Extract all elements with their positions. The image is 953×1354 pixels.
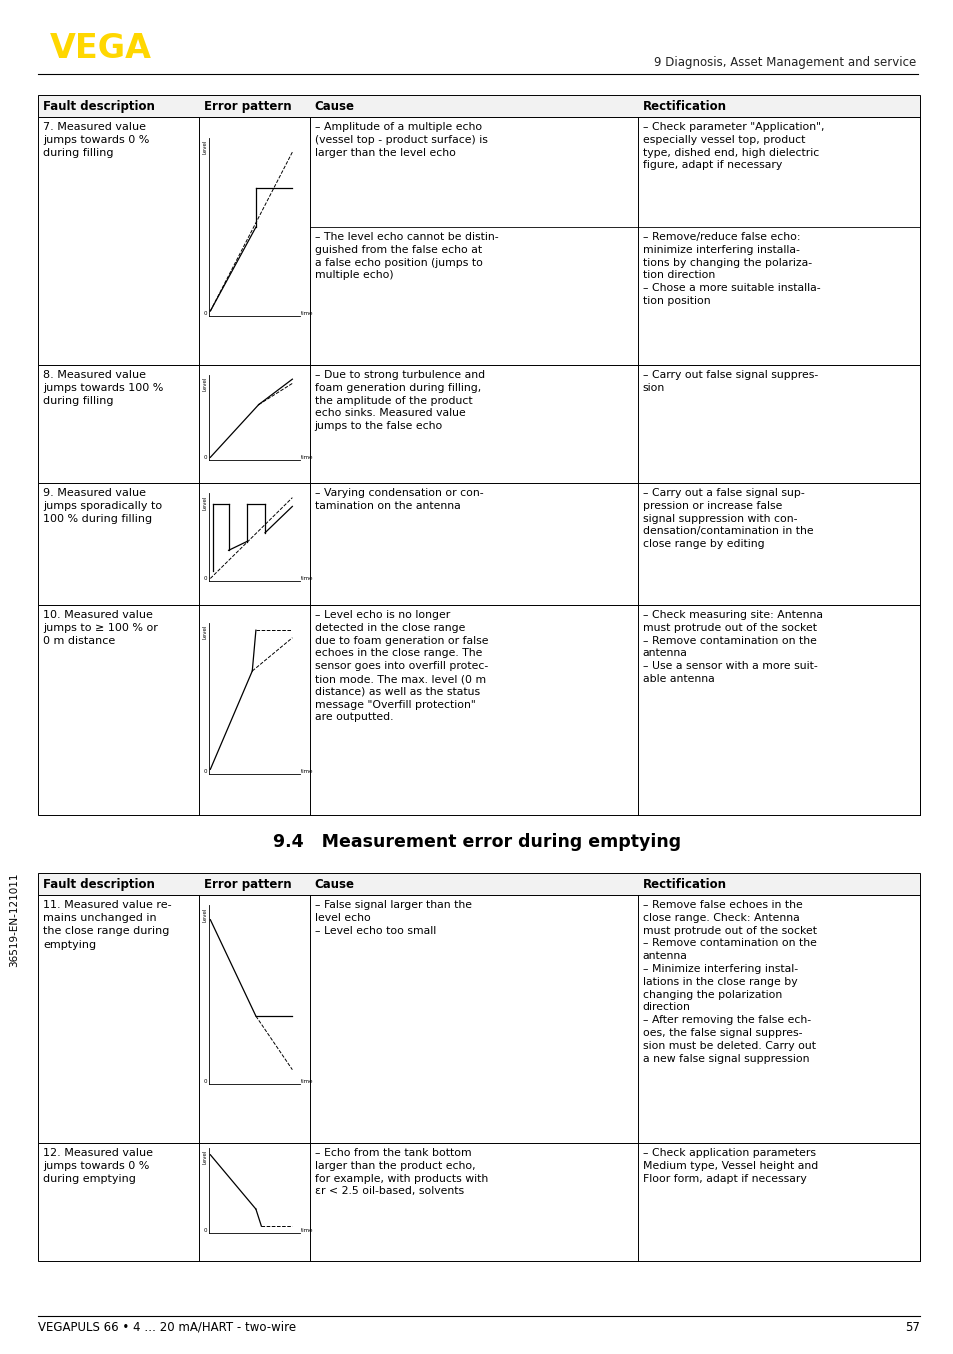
Text: – Carry out a false signal sup-
pression or increase false
signal suppression wi: – Carry out a false signal sup- pression… <box>642 487 813 550</box>
Text: VEGA: VEGA <box>50 32 152 65</box>
Text: time: time <box>300 311 313 317</box>
Text: Rectification: Rectification <box>642 877 726 891</box>
Text: VEGAPULS 66 • 4 … 20 mA/HART - two-wire: VEGAPULS 66 • 4 … 20 mA/HART - two-wire <box>38 1322 295 1334</box>
Text: Level: Level <box>202 376 208 391</box>
Text: 0: 0 <box>204 769 208 774</box>
Text: 9.4   Measurement error during emptying: 9.4 Measurement error during emptying <box>273 833 680 852</box>
Bar <box>38 116 919 366</box>
Bar <box>38 95 919 116</box>
Text: Level: Level <box>202 139 208 154</box>
Text: 0: 0 <box>204 1079 208 1085</box>
Text: 7. Measured value
jumps towards 0 %
during filling: 7. Measured value jumps towards 0 % duri… <box>43 122 150 158</box>
Text: Level: Level <box>202 907 208 922</box>
Text: time: time <box>300 1079 313 1085</box>
Text: Error pattern: Error pattern <box>203 877 291 891</box>
Text: Error pattern: Error pattern <box>203 100 291 112</box>
Text: – Check measuring site: Antenna
must protrude out of the socket
– Remove contami: – Check measuring site: Antenna must pro… <box>642 611 821 684</box>
Text: Cause: Cause <box>314 100 355 112</box>
Text: – Carry out false signal suppres-
sion: – Carry out false signal suppres- sion <box>642 370 817 393</box>
Text: – Echo from the tank bottom
larger than the product echo,
for example, with prod: – Echo from the tank bottom larger than … <box>314 1148 487 1197</box>
Text: – Due to strong turbulence and
foam generation during filling,
the amplitude of : – Due to strong turbulence and foam gene… <box>314 370 484 431</box>
Text: 8. Measured value
jumps towards 100 %
during filling: 8. Measured value jumps towards 100 % du… <box>43 370 163 406</box>
Bar <box>38 1143 919 1261</box>
Text: Fault description: Fault description <box>43 100 154 112</box>
Bar <box>38 483 919 605</box>
Text: time: time <box>300 455 313 460</box>
Text: – Check application parameters
Medium type, Vessel height and
Floor form, adapt : – Check application parameters Medium ty… <box>642 1148 817 1183</box>
Text: – Level echo is no longer
detected in the close range
due to foam generation or : – Level echo is no longer detected in th… <box>314 611 488 723</box>
Text: 12. Measured value
jumps towards 0 %
during emptying: 12. Measured value jumps towards 0 % dur… <box>43 1148 152 1185</box>
Text: 0: 0 <box>204 1228 208 1233</box>
Text: 11. Measured value re-
mains unchanged in
the close range during
emptying: 11. Measured value re- mains unchanged i… <box>43 900 172 949</box>
Text: 36519-EN-121011: 36519-EN-121011 <box>9 873 19 967</box>
Bar <box>38 605 919 815</box>
Text: – The level echo cannot be distin-
guished from the false echo at
a false echo p: – The level echo cannot be distin- guish… <box>314 232 497 280</box>
Bar <box>38 366 919 483</box>
Text: Level: Level <box>202 624 208 639</box>
Text: – Remove false echoes in the
close range. Check: Antenna
must protrude out of th: – Remove false echoes in the close range… <box>642 900 816 1064</box>
Text: Rectification: Rectification <box>642 100 726 112</box>
Text: 10. Measured value
jumps to ≥ 100 % or
0 m distance: 10. Measured value jumps to ≥ 100 % or 0… <box>43 611 157 646</box>
Text: Cause: Cause <box>314 877 355 891</box>
Text: 0: 0 <box>204 575 208 581</box>
Text: Level: Level <box>202 1150 208 1164</box>
Text: time: time <box>300 769 313 774</box>
Text: – Check parameter "Application",
especially vessel top, product
type, dished end: – Check parameter "Application", especia… <box>642 122 823 171</box>
Text: 9 Diagnosis, Asset Management and service: 9 Diagnosis, Asset Management and servic… <box>653 56 915 69</box>
Text: – Remove/reduce false echo:
minimize interfering installa-
tions by changing the: – Remove/reduce false echo: minimize int… <box>642 232 820 306</box>
Text: – Varying condensation or con-
tamination on the antenna: – Varying condensation or con- taminatio… <box>314 487 483 510</box>
Text: 0: 0 <box>204 455 208 460</box>
Text: 9. Measured value
jumps sporadically to
100 % during filling: 9. Measured value jumps sporadically to … <box>43 487 162 524</box>
Text: – Amplitude of a multiple echo
(vessel top - product surface) is
larger than the: – Amplitude of a multiple echo (vessel t… <box>314 122 487 157</box>
Bar <box>38 895 919 1143</box>
Text: 0: 0 <box>204 311 208 317</box>
Bar <box>38 873 919 895</box>
Text: 57: 57 <box>904 1322 919 1334</box>
Text: Fault description: Fault description <box>43 877 154 891</box>
Text: time: time <box>300 575 313 581</box>
Text: Level: Level <box>202 496 208 509</box>
Text: time: time <box>300 1228 313 1233</box>
Text: – False signal larger than the
level echo
– Level echo too small: – False signal larger than the level ech… <box>314 900 471 936</box>
